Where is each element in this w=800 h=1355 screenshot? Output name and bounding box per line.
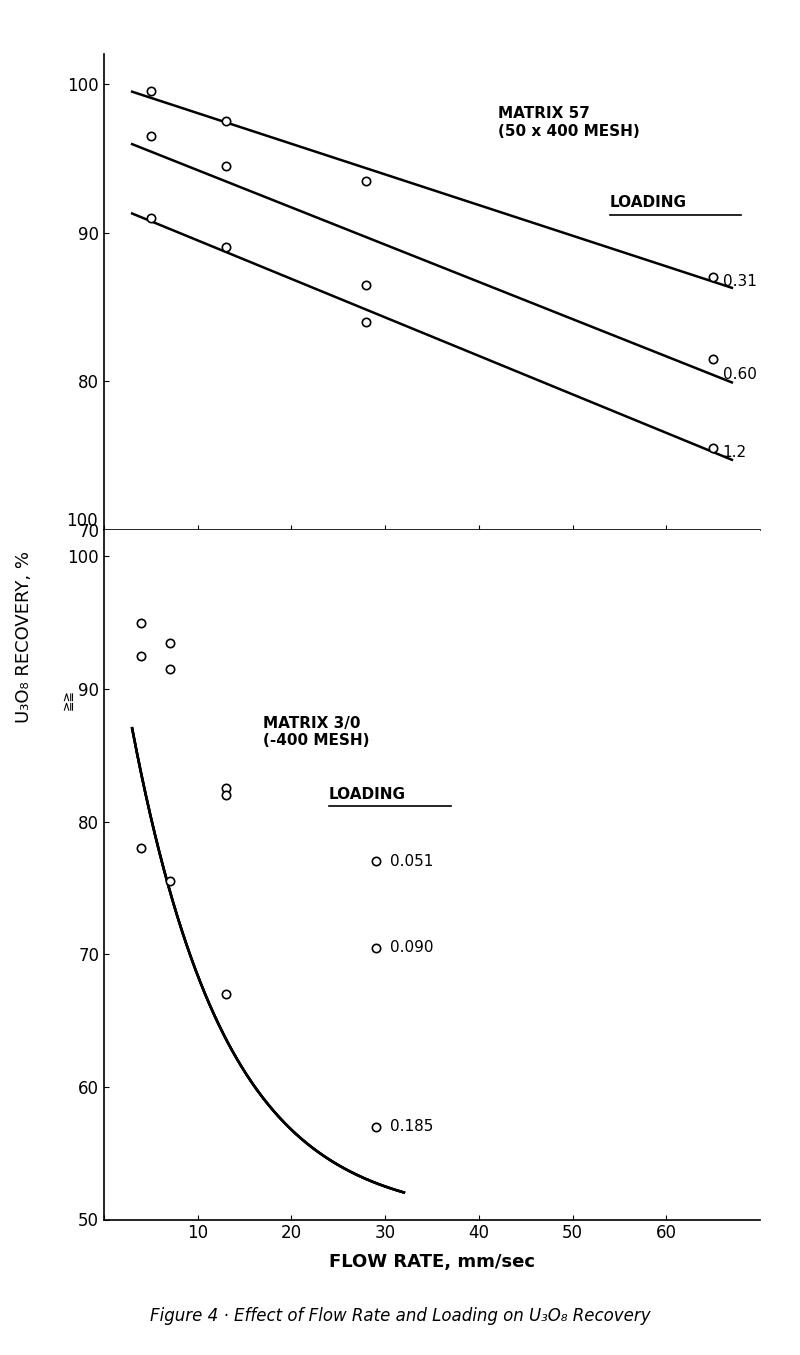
Text: LOADING: LOADING bbox=[610, 195, 687, 210]
Text: 0.185: 0.185 bbox=[390, 1119, 434, 1134]
Text: 0.051: 0.051 bbox=[390, 854, 434, 869]
Text: LOADING: LOADING bbox=[329, 787, 406, 802]
Text: 100: 100 bbox=[66, 512, 98, 530]
Text: 0.60: 0.60 bbox=[722, 367, 756, 382]
Text: 0.090: 0.090 bbox=[390, 940, 434, 955]
Text: MATRIX 3/0
(-400 MESH): MATRIX 3/0 (-400 MESH) bbox=[263, 715, 370, 748]
Text: Figure 4 · Effect of Flow Rate and Loading on U₃O₈ Recovery: Figure 4 · Effect of Flow Rate and Loadi… bbox=[150, 1308, 650, 1325]
Text: U₃O₈ RECOVERY, %: U₃O₈ RECOVERY, % bbox=[15, 551, 33, 722]
X-axis label: FLOW RATE, mm/sec: FLOW RATE, mm/sec bbox=[329, 1253, 535, 1271]
Text: ≧≧: ≧≧ bbox=[62, 688, 74, 710]
Text: 1.2: 1.2 bbox=[722, 444, 746, 459]
Text: 0.31: 0.31 bbox=[722, 274, 756, 289]
Text: MATRIX 57
(50 x 400 MESH): MATRIX 57 (50 x 400 MESH) bbox=[498, 106, 639, 138]
